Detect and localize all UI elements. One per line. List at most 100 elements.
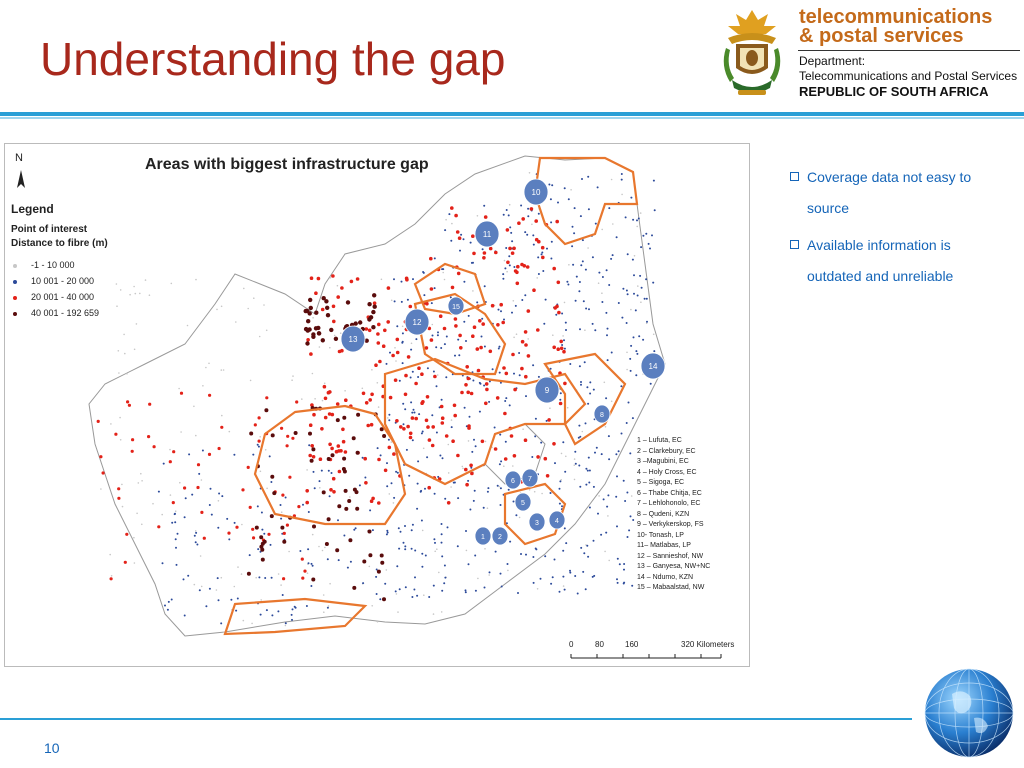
map-point bbox=[310, 562, 313, 565]
map-point bbox=[385, 533, 388, 536]
map-point bbox=[558, 401, 563, 406]
map-point bbox=[157, 490, 160, 493]
map-point bbox=[237, 566, 239, 568]
map-point bbox=[402, 541, 405, 544]
map-point bbox=[200, 585, 203, 588]
map-point bbox=[123, 333, 125, 336]
map-point bbox=[342, 456, 347, 461]
site-marker bbox=[534, 376, 560, 404]
map-point bbox=[371, 496, 375, 501]
map-point bbox=[396, 471, 399, 474]
map-point bbox=[265, 396, 269, 400]
map-point bbox=[174, 521, 177, 524]
map-point bbox=[540, 245, 545, 250]
map-point bbox=[284, 624, 287, 627]
map-point bbox=[311, 533, 314, 536]
site-item: 2 – Clarkebury, EC bbox=[637, 447, 696, 455]
map-point bbox=[400, 300, 403, 303]
map-point bbox=[562, 585, 565, 587]
map-point bbox=[525, 553, 527, 556]
map-point bbox=[563, 187, 566, 190]
map-point bbox=[502, 213, 505, 216]
map-point bbox=[312, 412, 316, 417]
map-point bbox=[449, 296, 452, 299]
map-point bbox=[649, 382, 652, 385]
map-point bbox=[377, 322, 381, 327]
map-point bbox=[364, 338, 369, 343]
map-point bbox=[379, 598, 382, 601]
map-point bbox=[557, 201, 559, 204]
map-point bbox=[329, 346, 331, 349]
map-point bbox=[536, 455, 540, 459]
map-point bbox=[488, 400, 491, 403]
map-point bbox=[376, 621, 379, 623]
map-point bbox=[588, 481, 591, 484]
map-point bbox=[292, 375, 294, 377]
map-point bbox=[616, 557, 619, 560]
map-point bbox=[188, 453, 191, 456]
map-point bbox=[331, 476, 336, 481]
map-point bbox=[242, 619, 245, 622]
map-point bbox=[598, 495, 600, 497]
map-point bbox=[567, 283, 570, 286]
map-point bbox=[549, 407, 551, 410]
map-point bbox=[426, 425, 430, 429]
map-point bbox=[281, 594, 284, 596]
map-point bbox=[209, 487, 212, 490]
map-point bbox=[515, 333, 518, 335]
map-point bbox=[447, 443, 450, 446]
map-point bbox=[332, 490, 336, 494]
map-point bbox=[121, 505, 124, 508]
legend-label: 10 001 - 20 000 bbox=[31, 276, 95, 286]
map-point bbox=[620, 432, 623, 435]
map-point bbox=[543, 322, 546, 325]
map-point bbox=[464, 467, 468, 472]
map-point bbox=[397, 611, 399, 613]
map-point bbox=[384, 582, 387, 585]
map-point bbox=[301, 398, 303, 400]
map-point bbox=[616, 581, 619, 584]
map-point bbox=[616, 578, 618, 581]
map-point bbox=[558, 590, 561, 593]
map-point bbox=[459, 346, 463, 350]
map-point bbox=[377, 501, 381, 505]
map-point bbox=[355, 277, 360, 281]
map-point bbox=[561, 312, 564, 315]
map-point bbox=[563, 339, 565, 342]
map-point bbox=[388, 413, 391, 416]
map-point bbox=[404, 408, 407, 411]
map-point bbox=[626, 368, 628, 371]
map-point bbox=[314, 310, 319, 315]
map-point bbox=[626, 536, 629, 538]
map-point bbox=[508, 246, 512, 251]
map-point bbox=[417, 460, 420, 463]
site-marker-label: 6 bbox=[511, 478, 515, 485]
map-point bbox=[435, 431, 438, 434]
map-point bbox=[549, 198, 552, 201]
map-point bbox=[579, 435, 582, 438]
map-point bbox=[475, 347, 480, 351]
map-point bbox=[518, 374, 521, 377]
map-point bbox=[617, 450, 620, 453]
map-point bbox=[323, 611, 325, 613]
map-title: Areas with biggest infrastructure gap bbox=[145, 156, 429, 173]
map-point bbox=[152, 502, 154, 505]
map-point bbox=[612, 223, 614, 225]
map-point bbox=[581, 430, 584, 433]
map-point bbox=[259, 535, 264, 540]
site-marker bbox=[447, 296, 465, 316]
map-point bbox=[330, 453, 335, 458]
map-point bbox=[257, 439, 261, 443]
map-point bbox=[615, 453, 618, 456]
map-point bbox=[469, 241, 472, 244]
map-point bbox=[246, 571, 251, 576]
map-point bbox=[629, 357, 632, 360]
map-point bbox=[270, 576, 273, 579]
map-point bbox=[601, 228, 603, 231]
map-point bbox=[559, 398, 562, 401]
map-point bbox=[504, 267, 507, 270]
map-point bbox=[183, 614, 186, 617]
map-point bbox=[512, 454, 517, 458]
map-point bbox=[435, 346, 438, 349]
map-point bbox=[601, 292, 603, 294]
